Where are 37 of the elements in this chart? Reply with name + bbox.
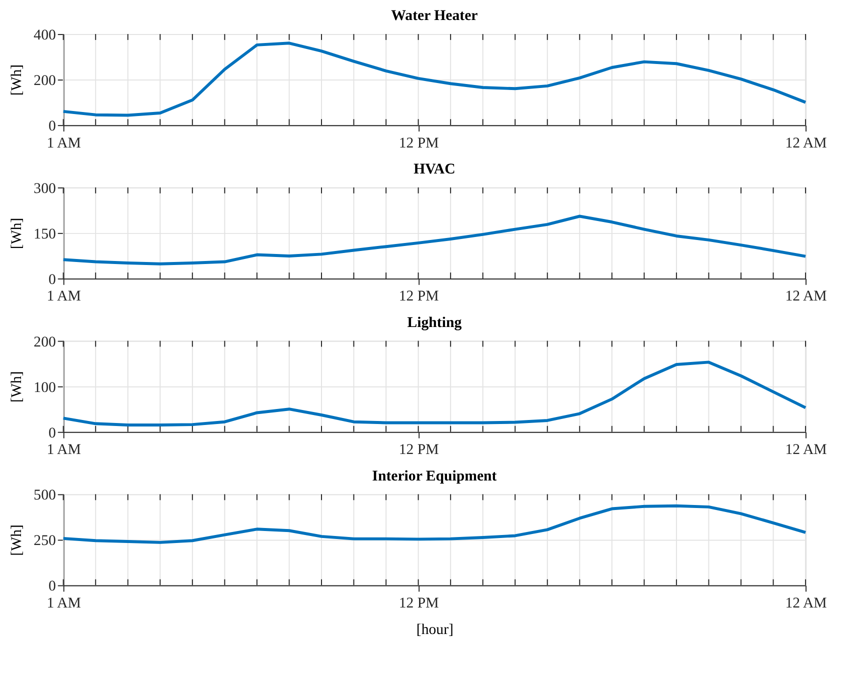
x-tick-label: 1 AM	[46, 288, 81, 305]
line-series	[62, 42, 808, 117]
x-tick-label: 12 AM	[785, 442, 827, 458]
chart-title: Water Heater	[391, 8, 478, 24]
x-tick-label: 1 AM	[46, 442, 81, 458]
y-tick-label: 0	[48, 425, 56, 442]
x-tick-label: 1 AM	[46, 135, 81, 152]
x-axis-title: [hour]	[416, 622, 454, 638]
x-tick-label: 1 AM	[46, 596, 81, 612]
y-axis-title: [Wh]	[8, 524, 25, 556]
chart-title: HVAC	[414, 162, 456, 178]
y-tick-label: 500	[34, 488, 56, 504]
chart-title: Interior Equipment	[372, 468, 497, 484]
y-tick-label: 400	[34, 27, 56, 44]
y-tick-label: 300	[34, 180, 56, 197]
line-series	[62, 360, 808, 427]
y-axis-title: [Wh]	[8, 371, 25, 402]
y-tick-label: 100	[34, 380, 56, 396]
y-tick-label: 0	[48, 578, 56, 595]
y-axis-title: [Wh]	[8, 218, 25, 250]
x-tick-label: 12 AM	[785, 288, 827, 305]
y-tick-label: 0	[48, 272, 56, 288]
x-tick-label: 12 PM	[398, 596, 439, 612]
y-axis-title: [Wh]	[8, 64, 25, 96]
x-tick-label: 12 PM	[398, 442, 439, 458]
x-tick-label: 12 AM	[785, 596, 827, 612]
x-tick-label: 12 PM	[398, 135, 439, 152]
chart-title: Lighting	[407, 314, 462, 331]
line-series	[62, 214, 808, 266]
y-tick-label: 200	[34, 334, 56, 350]
x-tick-label: 12 AM	[785, 135, 827, 152]
line-series	[62, 504, 808, 544]
y-tick-label: 0	[48, 118, 56, 135]
y-tick-label: 200	[34, 72, 56, 89]
y-tick-label: 250	[34, 533, 56, 550]
x-tick-label: 12 PM	[398, 288, 439, 305]
y-tick-label: 150	[34, 226, 56, 242]
